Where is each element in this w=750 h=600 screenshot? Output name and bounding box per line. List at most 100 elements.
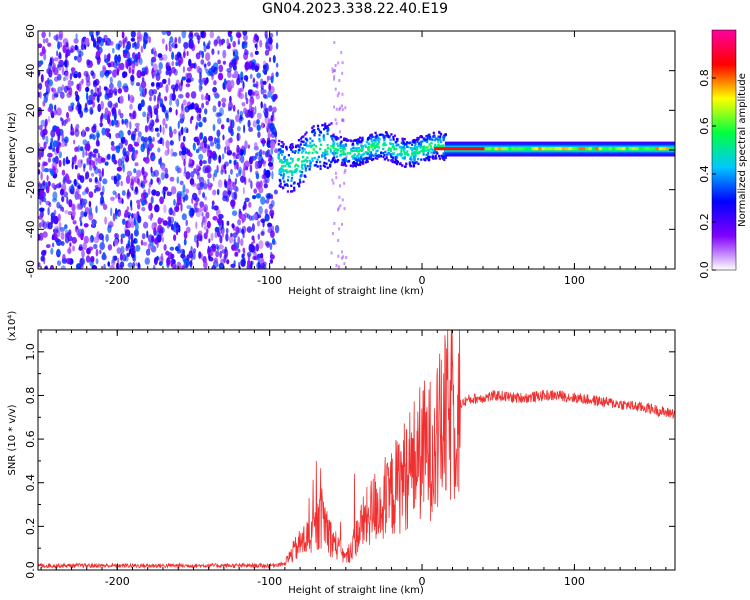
signal-mark [378, 138, 381, 141]
signal-mark [350, 149, 354, 153]
noise-mark [143, 136, 149, 143]
noise-mark [130, 221, 135, 228]
noise-mark [181, 31, 187, 39]
noise-mark [179, 129, 182, 137]
noise-mark [138, 34, 143, 39]
noise-mark [119, 95, 124, 104]
signal-mark [305, 131, 308, 134]
noise-mark [117, 193, 121, 200]
band-mark [605, 147, 610, 151]
noise-mark [241, 253, 245, 259]
noise-mark [236, 77, 241, 86]
signal-mark [339, 146, 342, 149]
signal-mark [391, 160, 394, 164]
noise-mark [102, 204, 108, 210]
noise-mark [255, 193, 261, 199]
noise-mark [40, 74, 44, 83]
noise-mark [226, 38, 230, 47]
signal-mark [360, 154, 363, 157]
noise-mark [179, 180, 184, 186]
noise-mark [207, 94, 211, 102]
signal-mark [354, 164, 357, 167]
signal-mark [440, 140, 443, 143]
noise-mark [94, 86, 98, 94]
noise-mark [86, 99, 93, 106]
noise-mark [233, 244, 238, 252]
noise-mark [251, 61, 256, 71]
noise-mark [119, 62, 125, 71]
noise-mark [341, 222, 343, 226]
signal-mark [368, 150, 371, 154]
noise-mark [121, 254, 127, 262]
signal-mark [430, 141, 433, 145]
signal-mark [384, 150, 387, 154]
noise-mark [47, 115, 51, 123]
signal-mark [354, 162, 357, 165]
signal-mark [413, 141, 416, 144]
noise-mark [220, 169, 224, 175]
noise-mark [153, 50, 158, 58]
noise-mark [196, 183, 202, 191]
noise-mark [134, 122, 140, 127]
noise-mark [149, 143, 154, 149]
noise-mark [234, 251, 239, 257]
noise-mark [154, 204, 160, 213]
noise-mark [167, 147, 170, 155]
noise-mark [159, 56, 164, 61]
signal-mark [277, 156, 280, 159]
noise-mark [206, 220, 211, 229]
noise-mark [110, 207, 113, 217]
noise-mark [192, 142, 196, 151]
noise-mark [129, 94, 134, 104]
noise-mark [135, 262, 138, 267]
noise-mark [260, 262, 266, 269]
signal-mark [370, 156, 373, 159]
signal-mark [385, 156, 388, 159]
noise-mark [196, 66, 201, 73]
noise-mark [183, 238, 187, 246]
noise-mark [102, 66, 107, 73]
noise-mark [127, 143, 134, 152]
signal-mark [305, 142, 308, 145]
colorbar-tick-label: 0.2 [698, 213, 711, 231]
noise-mark [110, 140, 115, 147]
noise-mark [340, 256, 343, 260]
signal-mark [303, 163, 306, 166]
noise-mark [71, 236, 78, 244]
signal-mark [443, 136, 446, 139]
noise-mark [74, 44, 78, 51]
signal-mark [323, 161, 326, 165]
noise-mark [252, 36, 257, 44]
noise-mark [64, 71, 69, 81]
noise-mark [48, 202, 52, 208]
noise-mark [105, 40, 108, 46]
noise-mark [254, 43, 257, 48]
noise-mark [225, 227, 229, 234]
noise-mark [60, 265, 66, 269]
noise-mark [70, 67, 76, 72]
signal-mark [392, 136, 395, 139]
noise-mark [38, 124, 43, 131]
signal-mark [393, 160, 396, 164]
band-mark [501, 147, 506, 151]
noise-mark [178, 150, 182, 156]
signal-mark [358, 149, 361, 152]
noise-mark [242, 186, 245, 195]
noise-mark [212, 189, 217, 196]
signal-mark [352, 157, 355, 160]
noise-mark [262, 64, 267, 70]
noise-mark [94, 157, 98, 162]
noise-mark [129, 103, 133, 110]
noise-mark [197, 38, 200, 45]
signal-mark [314, 131, 317, 134]
signal-mark [311, 130, 314, 134]
noise-mark [56, 107, 62, 116]
noise-mark [150, 48, 154, 55]
noise-mark [217, 217, 223, 225]
noise-mark [188, 152, 193, 158]
signal-mark [340, 150, 343, 153]
noise-mark [155, 72, 161, 81]
noise-mark [249, 263, 253, 269]
signal-mark [383, 141, 386, 144]
noise-mark [126, 206, 130, 211]
